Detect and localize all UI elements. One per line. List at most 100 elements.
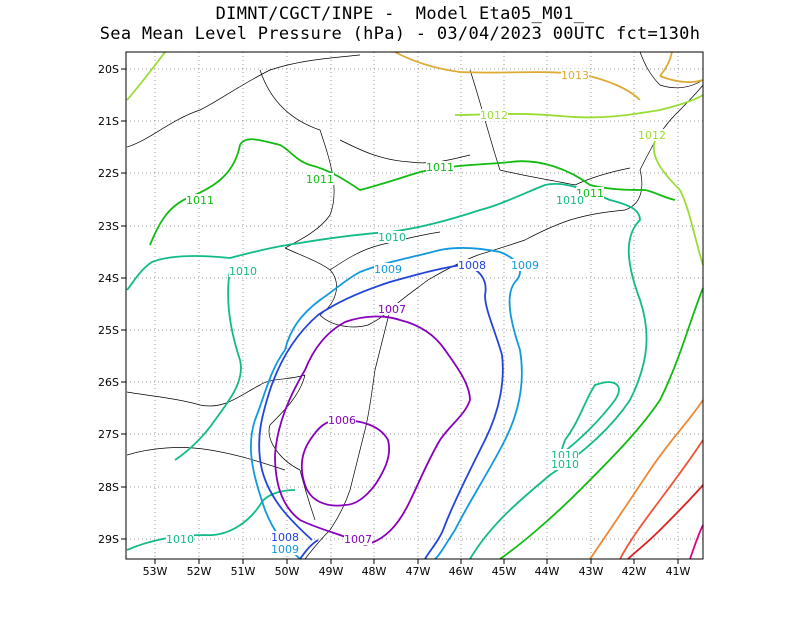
lat-tick-label: 22S <box>98 167 119 180</box>
isobar-label: 1011 <box>426 161 454 174</box>
lon-tick-label: 47W <box>406 565 431 578</box>
isobar-line <box>652 139 704 266</box>
lat-tick-label: 28S <box>98 481 119 494</box>
isobar-line <box>689 524 704 560</box>
lat-tick-label: 26S <box>98 376 119 389</box>
isobar-line <box>589 399 704 560</box>
isobar-label-bg <box>166 533 194 545</box>
lon-tick-label: 45W <box>492 565 517 578</box>
isobar-label-bg <box>344 533 372 545</box>
isobar-label-bg <box>426 161 454 173</box>
border-line <box>329 231 441 271</box>
isobar-label: 1010 <box>166 533 194 546</box>
isobar-label: 1010 <box>551 458 579 471</box>
map-frame <box>125 51 704 560</box>
coastline-and-borders <box>126 51 704 560</box>
isobar-label-bg <box>271 531 299 543</box>
isobar-label: 1011 <box>306 173 334 186</box>
isobar-labels: 1013101210121011101110111011101010101010… <box>166 69 666 556</box>
chart-title-line-1: DIMNT/CGCT/INPE - Model Eta05_M01_ <box>215 4 585 24</box>
isobar-label: 1009 <box>374 263 402 276</box>
isobar-label: 1009 <box>271 543 299 556</box>
lon-tick-label: 44W <box>535 565 560 578</box>
isobar-line <box>627 484 704 560</box>
lat-tick-label: 23S <box>98 220 119 233</box>
isobar-label-bg <box>328 414 356 426</box>
lon-tick-label: 49W <box>319 565 344 578</box>
isobar-label-bg <box>378 303 406 315</box>
isobar-label-bg <box>374 263 402 275</box>
lon-tick-label: 48W <box>362 565 387 578</box>
isobar-line <box>126 183 648 560</box>
isobar-label-bg <box>551 458 579 470</box>
isobar-label-bg <box>186 194 214 206</box>
border-line <box>284 247 337 316</box>
lon-tick-label: 51W <box>231 565 256 578</box>
isobar-line <box>300 419 390 507</box>
isobar-line <box>299 539 319 560</box>
border-line <box>389 239 526 311</box>
isobar-label: 1010 <box>556 194 584 207</box>
isobar-label-bg <box>556 194 584 206</box>
isobar-line <box>274 315 471 546</box>
border-line <box>126 54 361 148</box>
lon-tick-label: 52W <box>187 565 212 578</box>
isobar-line <box>499 287 704 560</box>
isobar-label-bg <box>458 259 486 271</box>
latitude-tick-labels: 20S 21S 22S 23S 24S 25S 26S 27S 28S 29S <box>98 63 126 546</box>
border-line <box>339 139 471 164</box>
lat-tick-label: 25S <box>98 324 119 337</box>
isobar-label: 1012 <box>480 109 508 122</box>
isobar-label-bg <box>378 231 406 243</box>
isobar-label-bg <box>229 265 257 277</box>
chart-title-line-2: Sea Mean Level Pressure (hPa) - 03/04/20… <box>99 24 701 44</box>
isobar-line <box>258 264 504 560</box>
border-line <box>299 469 316 521</box>
isobar-label-bg <box>271 543 299 555</box>
lon-tick-label: 46W <box>449 565 474 578</box>
isobar-line <box>174 269 242 461</box>
isobar-label: 1008 <box>458 259 486 272</box>
isobar-label: 1009 <box>511 259 539 272</box>
lat-tick-label: 20S <box>98 63 119 76</box>
isobar-label: 1011 <box>186 194 214 207</box>
lon-tick-label: 53W <box>143 565 168 578</box>
border-line <box>329 309 391 531</box>
isobar-line <box>284 246 523 560</box>
border-line <box>524 169 643 241</box>
lat-tick-label: 21S <box>98 115 119 128</box>
isobar-label-bg <box>480 109 508 121</box>
lat-lon-grid <box>126 52 703 559</box>
border-line <box>126 374 306 407</box>
isobar-label-bg <box>306 173 334 185</box>
border-line <box>639 84 704 171</box>
isobar-contours <box>126 51 704 560</box>
isobar-line <box>558 381 620 458</box>
border-line <box>259 69 335 249</box>
isobar-label: 1010 <box>378 231 406 244</box>
isobar-line <box>394 51 641 101</box>
isobar-label-bg <box>561 69 589 81</box>
isobar-label: 1012 <box>638 129 666 142</box>
border-line <box>126 447 286 471</box>
isobar-line <box>659 75 704 83</box>
lat-tick-label: 24S <box>98 272 119 285</box>
isobar-label: 1006 <box>328 414 356 427</box>
isobar-line <box>619 439 704 560</box>
lon-tick-label: 42W <box>622 565 647 578</box>
isobar-label: 1007 <box>344 533 372 546</box>
isobar-line <box>126 51 166 101</box>
isobar-line <box>659 51 673 77</box>
border-line <box>574 167 631 186</box>
isobar-label: 1010 <box>229 265 257 278</box>
border-line <box>639 51 704 89</box>
lon-tick-label: 43W <box>579 565 604 578</box>
isobar-label: 1007 <box>378 303 406 316</box>
lat-tick-label: 27S <box>98 428 119 441</box>
border-line <box>469 69 576 186</box>
lon-tick-label: 41W <box>666 565 691 578</box>
isobar-label: 1013 <box>561 69 589 82</box>
isobar-label-bg <box>511 259 539 271</box>
border-line <box>304 529 331 560</box>
